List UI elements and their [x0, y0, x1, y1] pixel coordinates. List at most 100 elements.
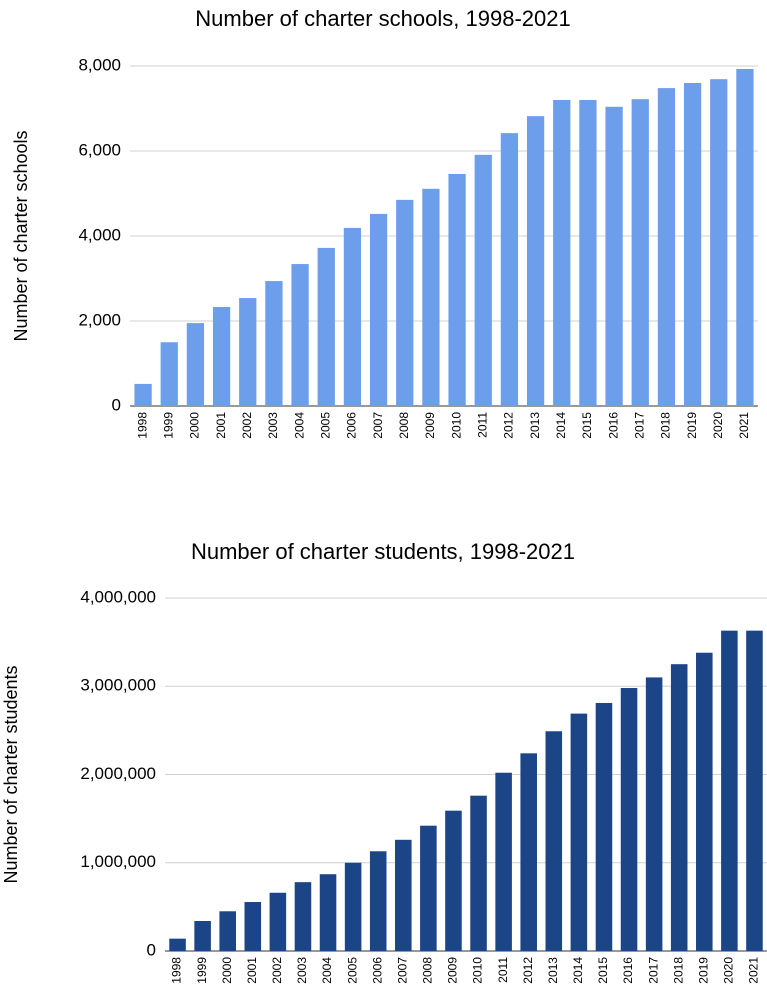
x-tick-label: 2006 — [345, 412, 359, 439]
x-tick-label: 2011 — [496, 957, 510, 983]
x-tick-label: 2000 — [188, 412, 202, 439]
bar — [645, 677, 663, 951]
bar — [239, 298, 257, 406]
bar — [319, 874, 337, 951]
y-tick-label: 3,000,000 — [80, 676, 156, 695]
x-tick-label: 1999 — [195, 957, 209, 984]
x-tick-label: 2014 — [571, 957, 585, 984]
bar — [344, 862, 362, 951]
bar — [291, 264, 309, 406]
x-tick-label: 2010 — [449, 412, 463, 439]
bar — [395, 839, 412, 951]
bar — [420, 825, 437, 951]
bar — [570, 713, 588, 951]
x-tick-label: 2020 — [711, 412, 725, 439]
bar — [160, 342, 178, 406]
x-tick-label: 2016 — [606, 412, 620, 439]
x-tick-label: 2017 — [632, 412, 646, 439]
x-tick-label: 2015 — [580, 412, 594, 439]
x-tick-label: 2014 — [554, 412, 568, 439]
x-tick-label: 2012 — [502, 412, 516, 439]
bar — [244, 902, 262, 951]
bar — [579, 100, 597, 406]
x-tick-label: 2005 — [345, 957, 359, 984]
bar — [212, 306, 231, 406]
bar — [219, 911, 236, 951]
y-tick-label: 6,000 — [78, 140, 121, 159]
y-tick-label: 2,000 — [78, 310, 121, 329]
bar — [746, 630, 763, 951]
x-tick-label: 2009 — [423, 412, 437, 439]
bar — [369, 213, 388, 406]
y-tick-label: 1,000,000 — [80, 852, 156, 871]
x-tick-label: 2013 — [546, 957, 560, 984]
bar — [620, 688, 638, 951]
bar — [422, 188, 440, 406]
bar — [396, 199, 414, 406]
x-tick-label: 2015 — [596, 957, 610, 984]
x-tick-label: 2001 — [245, 957, 259, 984]
x-tick-label: 2018 — [671, 957, 685, 984]
x-tick-label: 1999 — [161, 412, 175, 439]
x-tick-label: 2017 — [646, 957, 660, 984]
x-tick-label: 2003 — [266, 412, 280, 439]
y-axis-title: Number of charter schools — [11, 130, 31, 341]
y-tick-label: 4,000 — [78, 225, 121, 244]
x-tick-label: 2013 — [528, 412, 542, 439]
x-tick-label: 2007 — [371, 412, 385, 439]
x-tick-label: 2011 — [475, 412, 489, 438]
bar — [500, 133, 519, 406]
bar — [343, 227, 362, 406]
bar — [470, 795, 487, 951]
x-tick-label: 2020 — [722, 957, 736, 984]
bar — [683, 83, 702, 406]
x-tick-label: 2016 — [621, 957, 635, 984]
bar — [696, 652, 713, 951]
bar — [520, 753, 537, 951]
bar — [186, 323, 205, 406]
y-axis-title: Number of charter students — [1, 665, 21, 883]
x-tick-label: 2007 — [395, 957, 409, 984]
x-tick-label: 2019 — [685, 412, 699, 439]
x-tick-label: 2021 — [747, 957, 761, 984]
bar — [721, 630, 738, 951]
bar — [595, 703, 613, 951]
x-tick-label: 2002 — [270, 957, 284, 984]
x-tick-label: 1998 — [135, 412, 149, 439]
bar — [605, 106, 623, 407]
x-tick-label: 2019 — [696, 957, 710, 984]
x-tick-label: 2009 — [446, 957, 460, 984]
bar — [736, 68, 754, 406]
bar — [269, 892, 287, 951]
x-tick-label: 2018 — [659, 412, 673, 439]
bar — [474, 154, 492, 406]
bar — [631, 99, 649, 407]
chart-title: Number of charter students, 1998-2021 — [191, 539, 575, 564]
bar — [448, 173, 466, 406]
bar — [495, 772, 512, 951]
bar — [369, 851, 387, 951]
x-tick-label: 2003 — [295, 957, 309, 984]
bar — [294, 882, 312, 951]
x-tick-label: 2001 — [214, 412, 228, 439]
y-tick-label: 8,000 — [78, 55, 121, 74]
x-tick-label: 2010 — [471, 957, 485, 984]
x-tick-label: 2006 — [370, 957, 384, 984]
bar — [445, 810, 462, 951]
x-tick-label: 2004 — [320, 957, 334, 984]
x-tick-label: 2021 — [737, 412, 751, 439]
y-tick-label: 0 — [147, 940, 156, 959]
chart-title: Number of charter schools, 1998-2021 — [195, 6, 570, 31]
bar — [265, 281, 283, 406]
bar — [169, 938, 186, 951]
x-tick-label: 2002 — [240, 412, 254, 439]
x-tick-label: 2008 — [397, 412, 411, 439]
x-tick-label: 2000 — [220, 957, 234, 984]
bar — [553, 100, 571, 406]
y-tick-label: 0 — [112, 395, 121, 414]
bar — [317, 247, 335, 406]
x-tick-label: 2004 — [292, 412, 306, 439]
y-tick-label: 2,000,000 — [80, 764, 156, 783]
x-tick-label: 2012 — [521, 957, 535, 984]
